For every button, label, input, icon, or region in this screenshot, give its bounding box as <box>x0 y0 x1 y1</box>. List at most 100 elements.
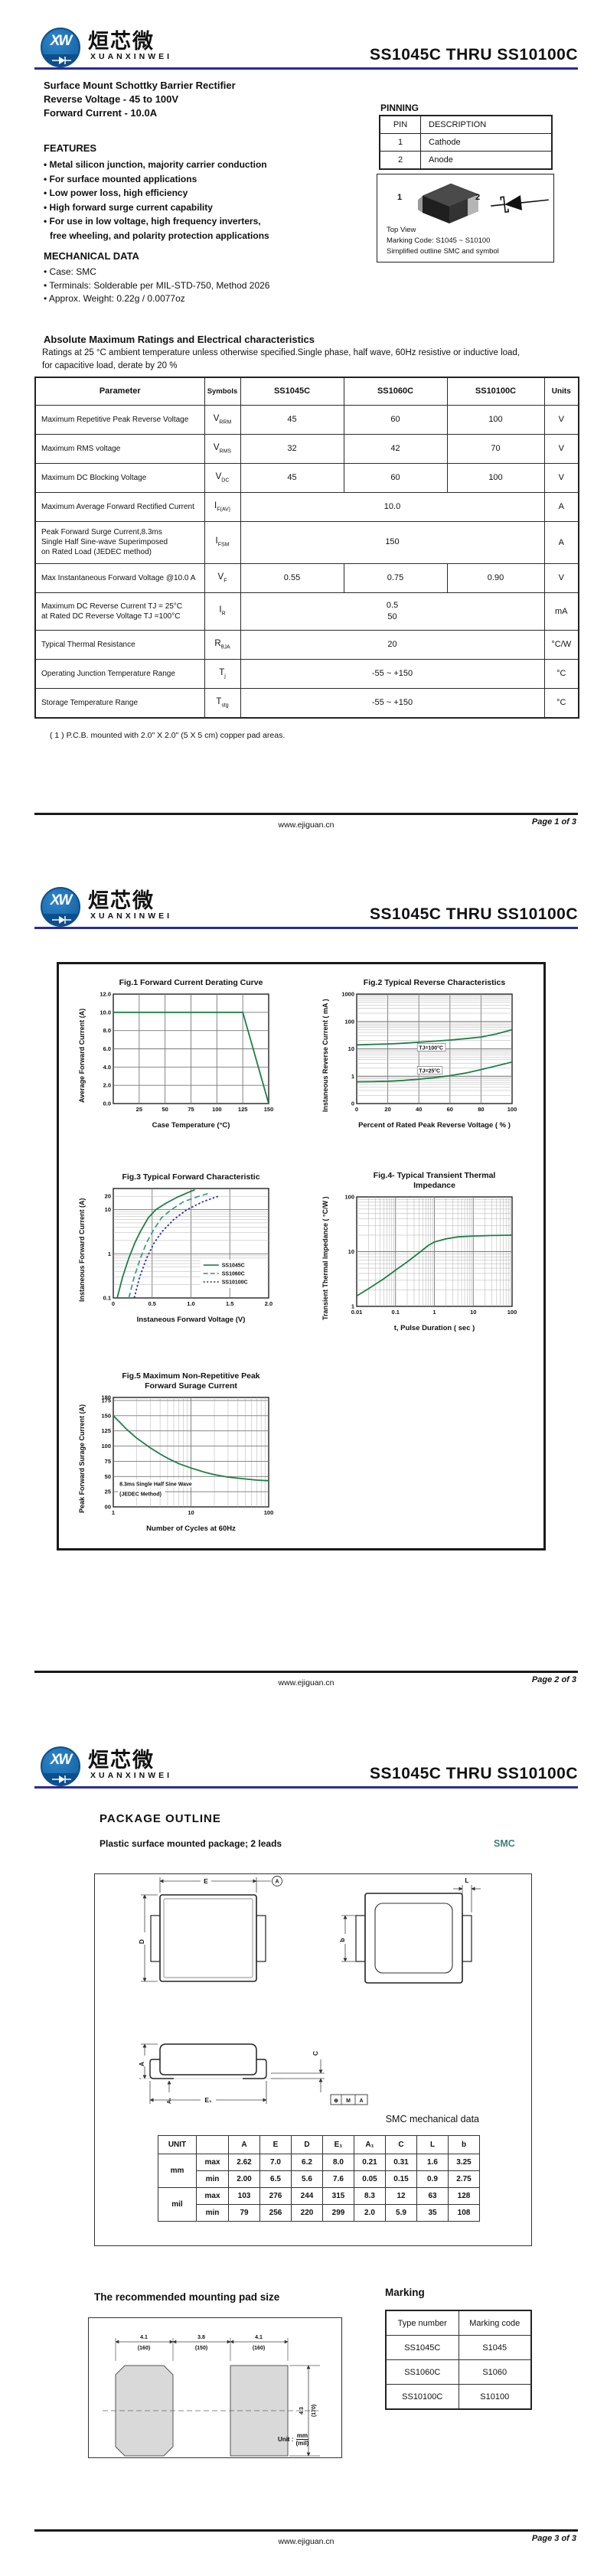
symbol-cell: IR <box>204 592 241 631</box>
svg-text:25: 25 <box>136 1106 142 1113</box>
list-item: Low power loss, high efficiency <box>44 186 269 201</box>
marking-code-cell: S1045 <box>458 2335 532 2360</box>
fig1-derating-curve: Fig.1 Forward Current Derating Curve Ave… <box>77 978 277 1130</box>
mech-col-unit: UNIT <box>158 2135 197 2154</box>
svg-text:150: 150 <box>264 1106 274 1113</box>
marking-row: SS10100C S10100 <box>385 2384 532 2410</box>
type-number-cell: SS10100C <box>385 2384 459 2410</box>
website-url: www.ejiguan.cn <box>278 820 335 830</box>
fig1-xlabel: Case Temperature (°C) <box>152 1121 230 1130</box>
mounting-pad-drawing: 4.1 (160) 3.8 (150) 4.1 (160) 4.3 (170) <box>103 2335 320 2457</box>
svg-text:1.0: 1.0 <box>187 1300 194 1307</box>
ratings-col-symbols: Symbols <box>204 377 241 406</box>
header-rule <box>34 1786 578 1789</box>
list-item: free wheeling, and polarity protection a… <box>50 230 269 241</box>
package-caption: Top View <box>387 226 416 234</box>
logo-diode-icon <box>52 57 71 64</box>
svg-text:00: 00 <box>105 1504 111 1511</box>
unit-cell: V <box>543 462 579 493</box>
symbol-cell: Tj <box>204 658 241 689</box>
mech-val-cell: 2.0 <box>354 2204 386 2222</box>
mech-val-cell: 6.5 <box>259 2170 292 2188</box>
fig5-surge-current: Fig.5 Maximum Non-Repetitive Peak Forwar… <box>77 1371 277 1533</box>
svg-text:100: 100 <box>507 1106 517 1113</box>
package-outline-heading: PACKAGE OUTLINE <box>100 1812 221 1825</box>
fig2-reverse-characteristics: Fig.2 Typical Reverse Characteristics In… <box>320 978 521 1130</box>
dim-label-C: C <box>312 2051 319 2056</box>
mech-val-cell: 0.21 <box>354 2154 386 2171</box>
page2-footer: www.ejiguan.cn Page 2 of 3 <box>34 1671 578 1694</box>
header-rule <box>34 67 578 70</box>
mech-unit-cell: mm <box>158 2154 197 2188</box>
svg-text:10: 10 <box>470 1309 476 1316</box>
parameter-cell: Peak Forward Surge Current,8.3ms Single H… <box>34 520 205 564</box>
svg-text:0: 0 <box>355 1106 358 1113</box>
mech-val-cell: 315 <box>322 2187 354 2205</box>
unit-cell: V <box>543 433 579 464</box>
dim-label-L: L <box>465 1877 468 1884</box>
features-heading: FEATURES <box>44 142 97 154</box>
ratings-row: Storage Temperature Range Tstg -55 ~ +150 °… <box>34 687 579 719</box>
marking-row: SS1060C S1060 <box>385 2359 532 2385</box>
fig4-plot: 0.01 0.1 1 10 100 1 10 100 <box>344 1194 517 1316</box>
company-name-en: XUANXINWEI <box>90 1771 173 1780</box>
value-cell: 70 <box>446 433 545 464</box>
footer-rule <box>34 1671 578 1673</box>
svg-text:150: 150 <box>101 1412 111 1419</box>
mechanical-list: Case: SMCTerminals: Solderable per MIL-S… <box>44 266 270 306</box>
fig1-plot: 25 50 75 100 125 150 0.0 2.0 4.0 6.0 8.0 10.0 12.0 <box>100 991 274 1114</box>
symbol-cell: Tstg <box>204 687 241 719</box>
logo-letters: XW <box>50 33 73 49</box>
mech-val-cell: 8.0 <box>322 2154 354 2171</box>
list-item: For use in low voltage, high frequency i… <box>44 214 269 229</box>
ratings-note: Ratings at 25 °C ambient temperature unl… <box>42 347 520 372</box>
svg-text:20: 20 <box>384 1106 390 1113</box>
document-title: SS1045C THRU SS10100C <box>370 46 578 64</box>
website-url: www.ejiguan.cn <box>278 1678 335 1687</box>
company-name-en: XUANXINWEI <box>90 52 173 61</box>
unit-cell: °C <box>543 687 579 719</box>
svg-text:SS1060C: SS1060C <box>222 1272 245 1277</box>
parameter-cell: Operating Junction Temperature Range <box>34 658 205 689</box>
mech-val-cell: 3.25 <box>448 2154 480 2171</box>
pinning-heading: PINNING <box>380 103 419 113</box>
mech-val-cell: 0.9 <box>416 2170 449 2188</box>
page-number: Page 3 of 3 <box>531 2534 576 2543</box>
svg-text:125: 125 <box>101 1427 111 1434</box>
company-name-cn: 烜芯微 <box>88 889 155 912</box>
ratings-body: Maximum Repetitive Peak Reverse Voltage V… <box>34 404 579 719</box>
mech-val-cell: 276 <box>259 2187 292 2205</box>
pin2-label: 2 <box>475 193 481 202</box>
svg-text:10.0: 10.0 <box>100 1009 111 1016</box>
mech-val-cell: 63 <box>416 2187 449 2205</box>
pin1-label: 1 <box>397 193 403 202</box>
svg-text:8.0: 8.0 <box>103 1027 111 1034</box>
logo-letters: XW <box>50 892 73 908</box>
intro-line: Surface Mount Schottky Barrier Rectifier <box>44 80 236 91</box>
parameter-cell: Typical Thermal Resistance <box>34 629 205 660</box>
package-preview-box: 1 2 Top View Marking Code: S1045 ~ S1010… <box>377 174 554 262</box>
company-logo-icon: XW <box>41 887 80 927</box>
pad-dim: 4.1 <box>255 2335 263 2340</box>
svg-text:180: 180 <box>101 1394 111 1401</box>
datum-reference: A <box>359 2098 363 2104</box>
dim-label-b: b <box>338 1938 346 1942</box>
svg-text:50: 50 <box>105 1473 111 1480</box>
unit-cell: V <box>543 562 579 593</box>
package-caption: Marking Code: S1045 ~ S10100 <box>387 236 491 245</box>
pad-dim-mil: (150) <box>195 2346 207 2351</box>
ratings-col-parameter: Parameter <box>34 377 205 406</box>
parameter-cell: Maximum RMS voltage <box>34 433 205 464</box>
mech-val-cell: 79 <box>228 2204 260 2222</box>
pinning-row: 2 Anode <box>379 151 553 170</box>
fig2-title: Fig.2 Typical Reverse Characteristics <box>363 978 506 987</box>
value-cell: 100 <box>446 462 545 493</box>
value-cell: 60 <box>343 462 448 493</box>
svg-text:1000: 1000 <box>341 991 354 998</box>
value-cell-span: 10.0 <box>240 491 545 522</box>
ratings-row: Maximum Average Forward Rectified Curren… <box>34 491 579 522</box>
header-rule <box>34 927 578 929</box>
svg-text:6.0: 6.0 <box>103 1045 111 1052</box>
